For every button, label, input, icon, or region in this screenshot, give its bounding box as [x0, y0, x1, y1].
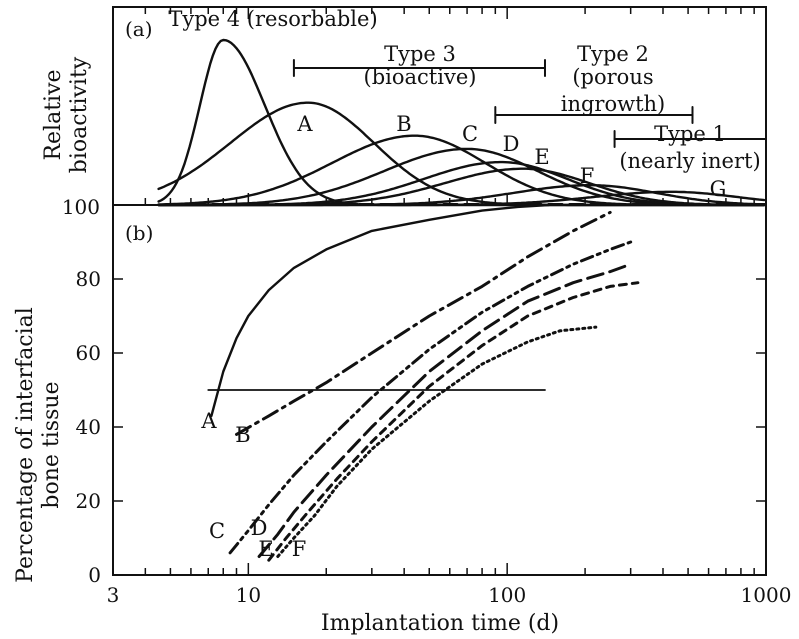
panel-b-curve-label-d: D [251, 516, 268, 540]
panel-a-curve-label-f: F [580, 164, 595, 188]
panel-a-curve-label-c: C [462, 122, 478, 146]
panel-a-curve-label-e: E [534, 145, 549, 169]
growth-curve-d [257, 262, 633, 558]
type-range-brackets [292, 59, 767, 148]
x-tick-label: 3 [107, 583, 120, 607]
y-tick-label: 60 [76, 341, 101, 365]
panel-b-curve-label-c: C [209, 519, 225, 543]
type1-label-line1: Type 1 [654, 122, 726, 146]
growth-curve-c [228, 240, 633, 555]
panel-b-curve-label-b: B [235, 423, 250, 447]
type4-label: Type 4 (resorbable) [168, 7, 377, 31]
panel-a-curves [157, 38, 767, 207]
x-axis-label: Implantation time (d) [321, 611, 559, 636]
y-tick-label: 0 [88, 563, 101, 587]
y-tick-label: 20 [76, 489, 101, 513]
panel-b-curve-label-e: E [258, 537, 273, 561]
panel-b-ylabel-line1: Percentage of interfacial [13, 307, 38, 583]
panel-a-label: (a) [125, 17, 153, 41]
growth-curve-e [267, 281, 640, 562]
panel-a-curve-label-a: A [296, 112, 313, 136]
type2-label-line1: Type 2 [577, 42, 649, 66]
panel-b-label: (b) [125, 221, 153, 245]
panel-a-baseline-label: 100 [62, 195, 100, 219]
panel-b-ylabel-line2: bone tissue [39, 381, 64, 508]
panel-a-curve-label-d: D [503, 132, 520, 156]
panel-a-ylabel-line2: bioactivity [67, 56, 92, 173]
axis-ticks: 3 10 100 1000 0 20 40 60 80 [76, 7, 792, 607]
growth-curve-b [235, 210, 612, 436]
type1-label-line2: (nearly inert) [619, 149, 760, 173]
panel-b-curve-label-f: F [292, 537, 307, 561]
type3-label-line1: Type 3 [384, 42, 456, 66]
panel-b-curves [207, 203, 640, 562]
type2-label-line2: (porous [572, 65, 653, 89]
y-tick-label: 40 [76, 415, 101, 439]
growth-curve-f [276, 325, 598, 558]
x-tick-label: 10 [236, 583, 261, 607]
type2-label-line3: ingrowth) [561, 92, 666, 116]
y-tick-label: 80 [76, 267, 101, 291]
panel-a-curve-label-b: B [396, 112, 411, 136]
panel-a-ylabel-line1: Relative [41, 69, 66, 160]
peak-curve-g [157, 190, 766, 207]
x-tick-label: 1000 [741, 583, 792, 607]
x-tick-label: 100 [488, 583, 526, 607]
panel-b-curve-label-a: A [200, 409, 217, 433]
growth-curve-a [210, 203, 551, 418]
plot-frame [112, 6, 767, 576]
panel-a-curve-label-g: G [710, 177, 727, 201]
